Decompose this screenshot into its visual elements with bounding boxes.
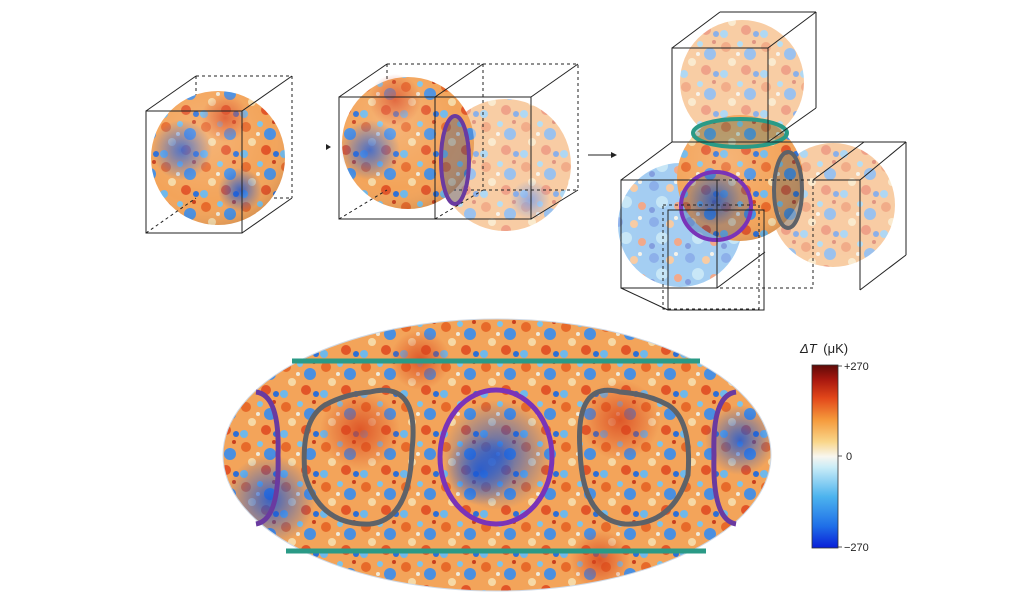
matched-circle-gray-left [301, 387, 416, 527]
arrow-1 [326, 144, 331, 150]
cmb-sphere [340, 74, 474, 209]
matched-circle [439, 114, 471, 206]
matched-circle-right [772, 150, 804, 230]
matched-circle-top [691, 117, 789, 149]
colorbar-mid-label: 0 [846, 451, 852, 463]
matched-circle-left-edge [255, 389, 281, 527]
colorbar-quantity: ΔT [799, 341, 818, 356]
matched-circle-left [679, 170, 753, 242]
colorbar-min-label: −270 [844, 542, 869, 554]
panel-two-cubes [338, 63, 579, 231]
cmb-sky-map [222, 318, 772, 592]
colorbar-max-label: +270 [844, 361, 869, 373]
cmb-sphere-copy-top [680, 20, 804, 144]
colorbar-gradient [811, 364, 839, 549]
colorbar: ΔT (μK) +270 0 −270 [799, 341, 869, 554]
matched-circle-right-edge [711, 389, 737, 527]
cmb-sphere [151, 91, 285, 225]
panel-four-cubes [618, 11, 907, 311]
colorbar-title: ΔT (μK) [799, 341, 848, 356]
matched-circle-center [437, 387, 555, 527]
matched-circle-gray-right [577, 387, 692, 527]
colorbar-unit: (μK) [823, 341, 848, 356]
arrow-2 [588, 152, 617, 158]
panel-single-cube [145, 75, 293, 234]
